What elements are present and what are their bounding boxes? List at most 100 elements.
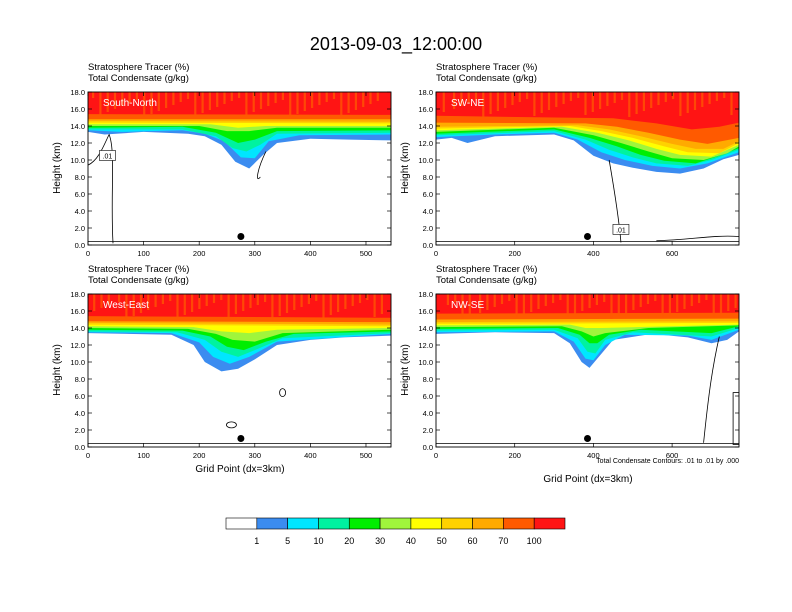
panel-header-line1: Stratosphere Tracer (%): [436, 264, 537, 275]
condensate-contour: [608, 159, 622, 243]
tracer-field: [88, 294, 391, 447]
panel-nw-se: Stratosphere Tracer (%) Total Condensate…: [400, 264, 740, 485]
streak: [460, 92, 463, 106]
colorbar-swatch: [287, 517, 319, 530]
panel-header-line1: Stratosphere Tracer (%): [88, 264, 189, 275]
streak: [493, 294, 496, 307]
streak: [635, 92, 638, 114]
streak: [569, 92, 572, 101]
streak: [537, 294, 540, 309]
y-tick-label: 8.0: [423, 173, 433, 182]
streak: [683, 294, 686, 309]
plot-area-nw-se: NW-SE 0.0 2.0 4.0 6.0 8.0 10.0 12.0 14.0 16.0 18.0…: [418, 290, 740, 460]
streak: [198, 294, 201, 309]
streak: [526, 92, 529, 99]
streak: [606, 92, 609, 106]
streak: [205, 294, 208, 306]
streak: [296, 92, 299, 114]
x-axis-label: Grid Point (dx=3km): [543, 474, 632, 485]
streak: [547, 92, 551, 110]
panel-west-east: Stratosphere Tracer (%) Total Condensate…: [52, 264, 392, 475]
streak: [245, 92, 248, 115]
streak: [289, 92, 292, 117]
y-tick-label: 16.0: [70, 105, 85, 114]
streak: [256, 294, 259, 305]
panel-header-line2: Total Condensate (g/kg): [88, 275, 189, 286]
streak: [259, 92, 263, 109]
colorbar-label: 70: [498, 536, 508, 546]
x-tick-label: 400: [304, 249, 317, 258]
panel-name-label: SW-NE: [451, 98, 484, 109]
colorbar-label: 50: [437, 536, 447, 546]
streak: [121, 92, 124, 106]
x-tick-label: 500: [360, 451, 373, 460]
streak: [118, 294, 121, 302]
streak: [194, 92, 197, 116]
y-tick-label: 4.0: [423, 207, 433, 216]
streak: [734, 294, 737, 308]
y-tick-label: 2.0: [423, 426, 433, 435]
y-tick-label: 6.0: [423, 392, 433, 401]
tracer-field: [88, 92, 391, 245]
streak: [468, 294, 471, 316]
y-tick-label: 4.0: [75, 409, 85, 418]
streak: [446, 294, 449, 305]
y-tick-label: 6.0: [75, 392, 85, 401]
y-tick-label: 0.0: [75, 443, 85, 452]
x-tick-label: 100: [137, 451, 150, 460]
streak: [216, 92, 219, 107]
streak: [642, 92, 645, 111]
y-tick-label: 14.0: [70, 324, 85, 333]
streak: [522, 294, 525, 315]
contour-note: Total Condensate Contours: .01 to .01 by…: [596, 458, 739, 465]
streak: [628, 92, 631, 117]
streak: [300, 294, 303, 307]
plot-frame: [435, 293, 740, 448]
colorbar-label: 5: [285, 536, 290, 546]
streak: [183, 294, 186, 315]
streak: [559, 294, 562, 300]
colorbar-label: 1: [254, 536, 259, 546]
contour-label: .01: [616, 227, 626, 234]
streak: [442, 92, 445, 112]
streak: [552, 294, 555, 303]
x-tick-label: 200: [508, 451, 521, 460]
colorbar-swatch: [472, 517, 504, 530]
streak: [132, 294, 135, 316]
streak: [337, 294, 340, 312]
streak: [325, 92, 328, 102]
streak: [373, 294, 376, 317]
streak: [344, 294, 347, 309]
streak: [672, 92, 675, 99]
y-tick-label: 12.0: [418, 341, 433, 350]
plot-frame: [87, 293, 392, 448]
contour-label-box: [99, 150, 116, 161]
streak: [620, 92, 624, 100]
streak: [322, 294, 325, 318]
y-tick-label: 14.0: [418, 324, 433, 333]
streak: [639, 294, 642, 307]
streak: [610, 294, 613, 319]
streak: [242, 294, 245, 311]
streak: [617, 294, 620, 316]
panel-name-label: South-North: [103, 98, 157, 109]
streak: [727, 294, 730, 311]
y-tick-label: 4.0: [423, 409, 433, 418]
streak: [128, 92, 131, 103]
x-tick-label: 300: [249, 451, 262, 460]
streak: [508, 294, 511, 301]
panel-header-line2: Total Condensate (g/kg): [88, 73, 189, 84]
condensate-contour: [732, 392, 739, 445]
streak: [676, 294, 679, 312]
streak: [143, 92, 146, 117]
streak: [603, 294, 606, 302]
colorbar-swatch: [503, 517, 535, 530]
streak: [500, 294, 504, 304]
streak: [92, 92, 95, 98]
streak: [646, 294, 650, 304]
streak: [212, 294, 216, 303]
y-tick-label: 18.0: [70, 88, 85, 97]
y-tick-label: 10.0: [70, 358, 85, 367]
tracer-field: [436, 294, 739, 447]
streak: [540, 92, 543, 113]
